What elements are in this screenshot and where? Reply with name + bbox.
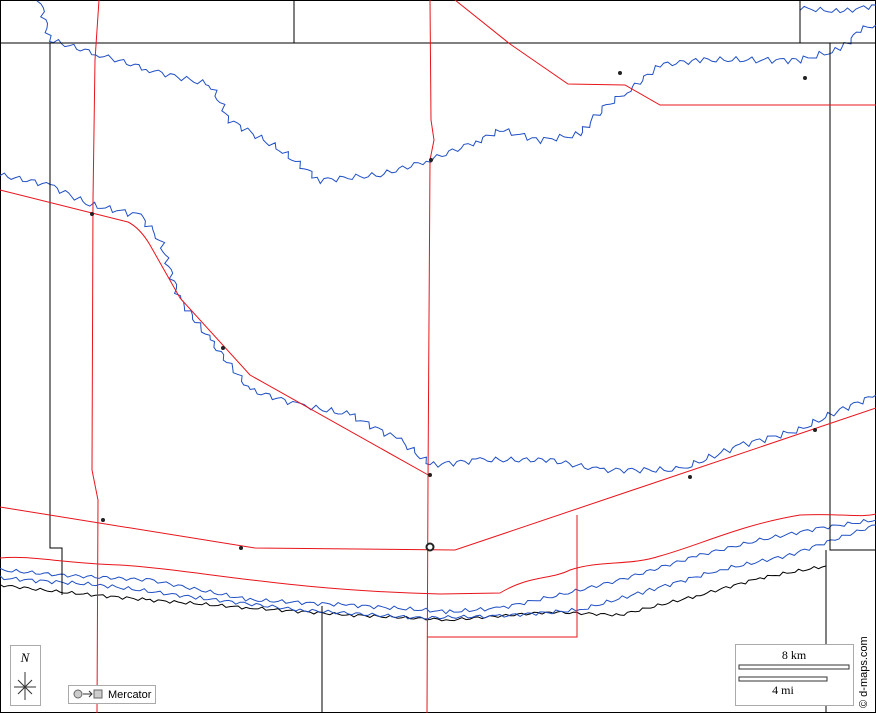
major-road xyxy=(0,513,876,595)
settlements xyxy=(90,71,817,552)
state-border xyxy=(0,565,827,622)
compass-rose xyxy=(14,672,36,700)
scale-bar: 8 km 4 mi xyxy=(735,644,854,706)
town xyxy=(90,212,94,216)
projection-arrow xyxy=(83,690,93,698)
road xyxy=(0,407,876,551)
scale-box xyxy=(735,644,854,706)
town xyxy=(221,346,225,350)
county-seat xyxy=(425,542,435,552)
scale-mi-bar xyxy=(738,676,828,682)
town xyxy=(803,76,807,80)
scale-km-label: 8 km xyxy=(782,648,807,662)
compass-label: N xyxy=(20,650,31,665)
projection: Mercator xyxy=(68,685,156,704)
river xyxy=(799,4,876,14)
road xyxy=(0,189,431,477)
compass: N xyxy=(10,645,41,706)
town xyxy=(101,518,105,522)
projection-icon xyxy=(93,689,103,699)
projection-label: Mercator xyxy=(108,689,152,701)
town xyxy=(813,428,817,432)
river xyxy=(0,518,876,615)
projection-box xyxy=(68,685,156,704)
town xyxy=(618,71,622,75)
river xyxy=(0,172,876,474)
scale-mi-label: 4 mi xyxy=(772,683,794,697)
scale-km-bar xyxy=(738,664,850,670)
road xyxy=(427,515,578,638)
town xyxy=(239,546,243,550)
projection-icon xyxy=(73,689,83,699)
road xyxy=(91,0,100,713)
town xyxy=(429,158,433,162)
road xyxy=(426,0,435,713)
town xyxy=(428,473,432,477)
river xyxy=(0,524,876,620)
town xyxy=(688,475,692,479)
river xyxy=(36,0,876,185)
road xyxy=(454,0,876,106)
credit: © d-maps.com xyxy=(858,636,870,708)
